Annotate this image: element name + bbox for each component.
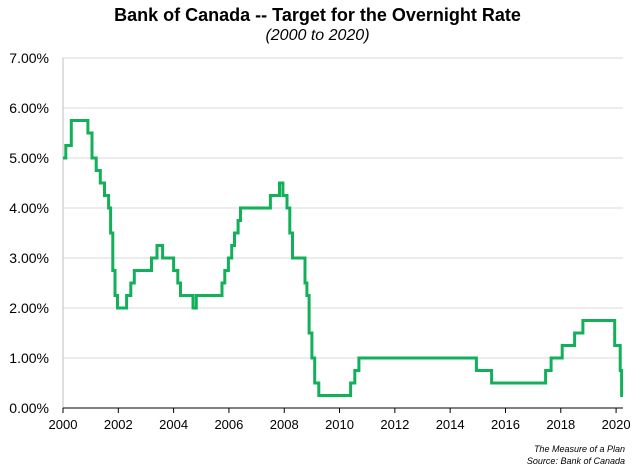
x-tick-label: 2004 (159, 417, 188, 432)
x-tick-label: 2008 (270, 417, 299, 432)
x-tick-label: 2012 (380, 417, 409, 432)
x-tick-label: 2016 (491, 417, 520, 432)
rate-series-line (63, 119, 624, 397)
chart-subtitle: (2000 to 2020) (265, 27, 370, 44)
x-tick-label: 2000 (49, 417, 78, 432)
x-tick-label: 2010 (325, 417, 354, 432)
x-tick-label: 2014 (436, 417, 465, 432)
y-tick-label: 1.00% (9, 350, 49, 366)
x-tick-label: 2006 (214, 417, 243, 432)
credit-source: Source: Bank of Canada (526, 456, 625, 466)
y-tick-label: 2.00% (9, 300, 49, 316)
y-tick-label: 0.00% (9, 400, 49, 416)
y-tick-label: 7.00% (9, 50, 49, 66)
y-tick-label: 5.00% (9, 150, 49, 166)
y-tick-label: 4.00% (9, 200, 49, 216)
credit-author: The Measure of a Plan (533, 444, 625, 454)
y-tick-label: 6.00% (9, 100, 49, 116)
chart-title: Bank of Canada -- Target for the Overnig… (114, 5, 521, 25)
y-tick-label: 3.00% (9, 250, 49, 266)
x-tick-label: 2002 (104, 417, 133, 432)
x-tick-label: 2020 (602, 417, 631, 432)
x-tick-label: 2018 (546, 417, 575, 432)
